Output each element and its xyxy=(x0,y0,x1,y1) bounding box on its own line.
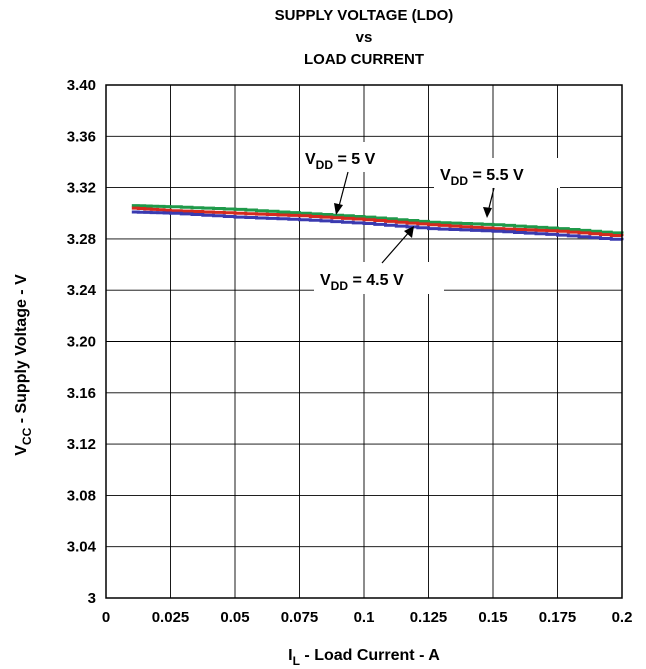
series-layer xyxy=(131,204,624,241)
annotation-vdd-5-5v-arrowhead xyxy=(483,207,492,218)
y-tick-label: 3.24 xyxy=(67,282,97,299)
annotation-vdd-5-5v-main: V xyxy=(440,167,451,184)
y-tick-label: 3 xyxy=(88,590,96,607)
y-tick-label: 3.08 xyxy=(67,487,96,504)
y-axis-label: VCC - Supply Voltage - V xyxy=(13,274,34,456)
annotation-vdd-4-5v-rest: = 4.5 V xyxy=(348,272,404,289)
x-axis-label-rest: - Load Current - A xyxy=(300,647,440,664)
series-line xyxy=(131,206,624,237)
annotation-vdd-5v-sub: DD xyxy=(316,158,334,172)
chart-title-line-3: LOAD CURRENT xyxy=(304,51,424,68)
annotation-vdd-4-5v-arrowhead xyxy=(404,226,414,238)
x-axis-label: IL - Load Current - A xyxy=(288,647,440,668)
x-axis-label-sub: L xyxy=(293,654,300,668)
y-tick-label: 3.36 xyxy=(67,128,96,145)
annotation-vdd-5-5v-sub: DD xyxy=(451,174,469,188)
x-tick-label: 0.05 xyxy=(220,609,249,626)
annotation-vdd-5-5v-rest: = 5.5 V xyxy=(468,167,524,184)
x-tick-label: 0.2 xyxy=(612,609,633,626)
x-tick-label: 0.075 xyxy=(281,609,319,626)
annotation-vdd-5v-leader xyxy=(337,171,349,211)
plot-frame xyxy=(105,84,623,599)
x-tick-label: 0.1 xyxy=(354,609,375,626)
annotation-vdd-4-5v: VDD = 4.5 V xyxy=(314,226,444,294)
annotation-vdd-5-5v-background xyxy=(434,158,560,188)
annotation-vdd-4-5v-main: V xyxy=(320,272,331,289)
annotation-vdd-4-5v-sub: DD xyxy=(331,279,349,293)
chart-title-line-1: SUPPLY VOLTAGE (LDO) xyxy=(275,7,454,24)
annotation-vdd-5-5v-label: VDD = 5.5 V xyxy=(440,167,524,188)
y-tick-label: 3.40 xyxy=(67,77,96,94)
y-tick-labels: 3 3.04 3.08 3.12 3.16 3.20 3.24 3.28 3.32 3.36 3.4… xyxy=(67,77,97,607)
annotation-vdd-5v-background xyxy=(300,142,406,172)
y-tick-label: 3.16 xyxy=(67,385,96,402)
chart-title: SUPPLY VOLTAGE (LDO) vs LOAD CURRENT xyxy=(275,7,454,68)
annotation-vdd-4-5v-background xyxy=(314,262,444,294)
x-tick-label: 0.025 xyxy=(152,609,190,626)
annotation-vdd-5-5v: VDD = 5.5 V xyxy=(434,158,560,218)
y-axis-label-sub: CC xyxy=(20,427,34,445)
y-axis-label-rest: - Supply Voltage - V xyxy=(13,274,30,428)
annotation-vdd-4-5v-leader xyxy=(381,230,411,264)
x-tick-label: 0.125 xyxy=(410,609,448,626)
annotation-vdd-5v-main: V xyxy=(305,151,316,168)
series-line xyxy=(131,204,624,235)
x-tick-label: 0.175 xyxy=(539,609,577,626)
annotation-vdd-5v-arrowhead xyxy=(334,203,343,215)
x-tick-labels: 0 0.025 0.05 0.075 0.1 0.125 0.15 0.175 0.2 xyxy=(102,609,633,626)
y-tick-label: 3.04 xyxy=(67,539,97,556)
y-axis-label-main: V xyxy=(13,445,30,456)
chart-title-line-2: vs xyxy=(356,29,373,46)
annotation-vdd-4-5v-label: VDD = 4.5 V xyxy=(320,272,404,293)
y-tick-label: 3.28 xyxy=(67,231,96,248)
y-tick-label: 3.12 xyxy=(67,436,96,453)
annotation-vdd-5v: VDD = 5 V xyxy=(300,142,406,215)
x-tick-label: 0.15 xyxy=(478,609,507,626)
y-tick-label: 3.32 xyxy=(67,180,96,197)
x-axis-label-main: I xyxy=(288,647,292,664)
x-tick-label: 0 xyxy=(102,609,110,626)
y-tick-label: 3.20 xyxy=(67,334,96,351)
series-line xyxy=(131,210,624,241)
annotation-vdd-5v-label: VDD = 5 V xyxy=(305,151,376,172)
annotation-vdd-5v-rest: = 5 V xyxy=(333,151,376,168)
